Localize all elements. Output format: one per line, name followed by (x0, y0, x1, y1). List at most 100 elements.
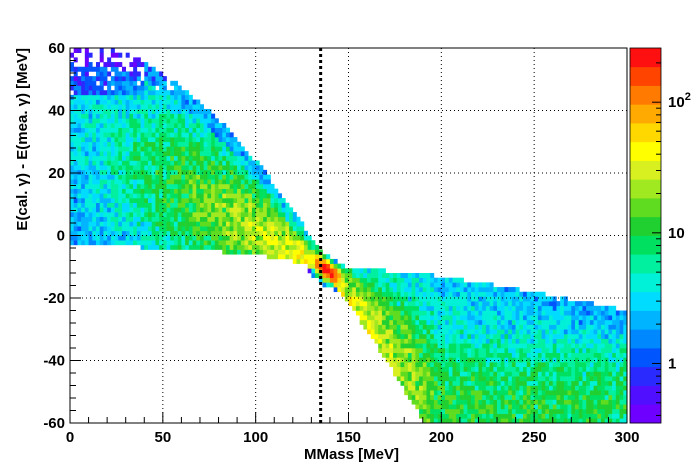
heatmap-cell (352, 301, 357, 307)
heatmap-cell (597, 380, 602, 386)
heatmap-cell (508, 394, 513, 400)
heatmap-cell (459, 404, 464, 410)
heatmap-cell (593, 329, 598, 335)
heatmap-cell (385, 315, 390, 321)
heatmap-cell (77, 169, 82, 175)
color-scale-segment (630, 48, 661, 68)
heatmap-cell (463, 357, 468, 363)
heatmap-cell (396, 352, 401, 358)
heatmap-cell (229, 132, 234, 138)
heatmap-cell (445, 408, 450, 414)
heatmap-cell (225, 221, 230, 227)
heatmap-cell (526, 319, 531, 325)
heatmap-cell (70, 174, 75, 180)
heatmap-cell (155, 212, 160, 218)
heatmap-cell (359, 282, 364, 288)
heatmap-cell (277, 207, 282, 213)
heatmap-cell (582, 413, 587, 419)
heatmap-cell (463, 343, 468, 349)
heatmap-cell (571, 371, 576, 377)
heatmap-cell (263, 193, 268, 199)
heatmap-cell (541, 413, 546, 419)
heatmap-cell (493, 310, 498, 316)
heatmap-cell (211, 235, 216, 241)
heatmap-cell (541, 357, 546, 363)
heatmap-cell (88, 151, 93, 157)
heatmap-cell (493, 408, 498, 414)
heatmap-cell (121, 160, 126, 166)
heatmap-cell (225, 249, 230, 255)
y-tick-label: -60 (43, 415, 65, 432)
heatmap-cell (70, 76, 75, 82)
heatmap-cell (541, 301, 546, 307)
heatmap-cell (140, 207, 145, 213)
heatmap-cell (188, 151, 193, 157)
heatmap-cell (251, 202, 256, 208)
heatmap-cell (136, 230, 141, 236)
heatmap-cell (370, 333, 375, 339)
heatmap-cell (192, 151, 197, 157)
heatmap-cell (289, 207, 294, 213)
heatmap-cell (207, 165, 212, 171)
heatmap-cell (73, 118, 78, 124)
heatmap-cell (196, 151, 201, 157)
heatmap-cell (88, 94, 93, 100)
heatmap-cell (166, 113, 171, 119)
heatmap-cell (229, 216, 234, 222)
heatmap-cell (173, 141, 178, 147)
heatmap-cell (549, 348, 554, 353)
heatmap-cell (608, 408, 613, 414)
heatmap-cell (601, 315, 606, 321)
heatmap-cell (133, 66, 138, 72)
heatmap-cell (560, 319, 565, 325)
heatmap-cell (400, 301, 405, 307)
heatmap-cell (534, 357, 539, 363)
heatmap-cell (482, 301, 487, 307)
heatmap-cell (207, 221, 212, 227)
heatmap-cell (504, 319, 509, 325)
heatmap-cell (601, 310, 606, 316)
heatmap-cell (415, 277, 420, 283)
heatmap-cell (222, 127, 227, 133)
heatmap-cell (103, 165, 108, 171)
heatmap-cell (493, 385, 498, 391)
heatmap-cell (251, 240, 256, 246)
heatmap-cell (81, 165, 86, 171)
heatmap-cell (389, 319, 394, 325)
heatmap-cell (199, 212, 204, 218)
heatmap-cell (608, 348, 613, 353)
heatmap-cell (103, 94, 108, 100)
heatmap-cell (162, 221, 167, 227)
heatmap-cell (118, 160, 123, 166)
heatmap-cell (107, 235, 112, 241)
heatmap-cell (315, 263, 320, 269)
heatmap-cell (374, 268, 379, 274)
heatmap-cell (88, 118, 93, 124)
heatmap-cell (229, 221, 234, 227)
heatmap-cell (188, 108, 193, 114)
heatmap-cell (326, 277, 331, 283)
heatmap-cell (508, 296, 513, 302)
heatmap-cell (270, 216, 275, 222)
heatmap-cell (88, 183, 93, 189)
heatmap-cell (188, 123, 193, 128)
heatmap-cell (623, 394, 628, 400)
heatmap-cell (445, 371, 450, 377)
heatmap-cell (586, 418, 591, 424)
heatmap-cell (556, 301, 561, 307)
heatmap-cell (563, 399, 568, 405)
heatmap-cell (367, 301, 372, 307)
heatmap-cell (121, 151, 126, 157)
heatmap-cell (203, 132, 208, 138)
heatmap-cell (549, 305, 554, 311)
heatmap-cell (478, 348, 483, 353)
heatmap-cell (129, 94, 134, 100)
heatmap-cell (199, 221, 204, 227)
heatmap-cell (500, 408, 505, 414)
heatmap-cell (199, 216, 204, 222)
heatmap-cell (140, 118, 145, 124)
heatmap-cell (303, 240, 308, 246)
heatmap-cell (519, 333, 524, 339)
heatmap-cell (582, 333, 587, 339)
heatmap-cell (441, 348, 446, 353)
